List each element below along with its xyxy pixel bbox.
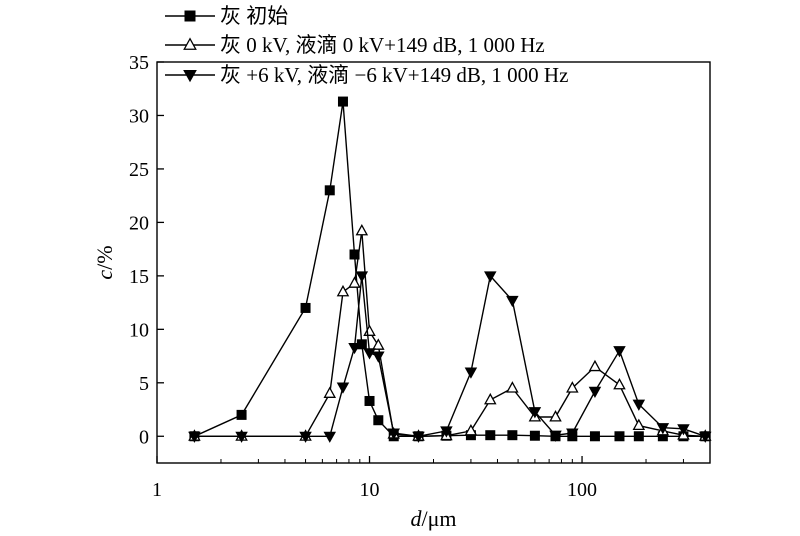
- series-1: [189, 96, 711, 442]
- series-3-point: [549, 430, 562, 442]
- series-2-point: [363, 324, 376, 336]
- series-3-point: [363, 348, 376, 360]
- series-2-line: [194, 230, 706, 438]
- series-3-point: [348, 342, 361, 355]
- series-2-point: [566, 381, 579, 393]
- y-tick-label: 35: [129, 52, 149, 74]
- y-tick-label: 10: [129, 319, 149, 341]
- series-2-point: [588, 359, 602, 372]
- plot-frame: [156, 61, 711, 464]
- legend-label-1: 灰 初始: [220, 4, 288, 28]
- series-1-point: [300, 302, 311, 313]
- series-2-point: [506, 381, 519, 393]
- series-2-point: [613, 377, 626, 390]
- series-1-point: [633, 431, 644, 442]
- series-2-point: [464, 423, 478, 436]
- y-tick-label: 5: [139, 373, 149, 395]
- series-3-point: [387, 428, 400, 440]
- legend: 灰 初始灰 0 kV, 液滴 0 kV+149 dB, 1 000 Hz 灰 +6…: [165, 4, 568, 87]
- series-3-point: [656, 423, 670, 435]
- series-3-point: [566, 428, 579, 440]
- y-axis-unit: /%: [92, 245, 117, 269]
- series-1-point: [507, 430, 518, 441]
- series-1-line: [194, 101, 706, 437]
- series-3-point: [336, 382, 350, 394]
- series-1-point: [614, 431, 625, 442]
- series-1-point: [364, 395, 375, 406]
- series-3: [188, 271, 712, 443]
- series-3-point: [299, 431, 312, 443]
- series-3-point: [677, 424, 690, 436]
- series-3-point: [412, 431, 425, 443]
- y-axis-variable: c: [92, 270, 117, 280]
- x-tick-label: 10: [360, 479, 380, 501]
- legend-marker-3: [183, 70, 197, 83]
- series-layer: [188, 96, 712, 443]
- series-1-point: [373, 415, 384, 426]
- legend-marker-1: [184, 10, 196, 22]
- series-3-point: [464, 367, 478, 379]
- series-1-point: [337, 96, 348, 107]
- series-3-point: [632, 399, 646, 411]
- series-2-point: [336, 284, 350, 297]
- y-tick-label: 0: [139, 426, 149, 448]
- series-3-point: [484, 271, 497, 283]
- series-3-point: [613, 346, 626, 358]
- y-tick-label: 30: [129, 105, 149, 127]
- series-3-point: [528, 407, 542, 419]
- x-tick-label: 1: [152, 479, 162, 501]
- series-3-point: [506, 295, 519, 308]
- x-axis-title: d/μm: [410, 506, 456, 531]
- x-axis-unit: /μm: [421, 506, 456, 531]
- y-axis-title: c/%: [92, 245, 117, 279]
- series-2-point: [484, 392, 497, 405]
- axes: 0 5 10 15 20 25 30 35 1 10 100: [129, 52, 711, 501]
- series-3-point: [323, 431, 337, 443]
- y-tick-label: 15: [129, 266, 149, 288]
- series-2-point: [323, 386, 337, 398]
- series-3-point: [372, 351, 385, 363]
- x-tick-label: 100: [567, 479, 597, 501]
- series-3-point: [235, 431, 248, 443]
- series-2-point: [632, 418, 646, 431]
- series-2-point: [549, 410, 562, 422]
- series-3-point: [355, 271, 369, 283]
- series-2-point: [348, 276, 361, 288]
- series-3-point: [699, 431, 712, 443]
- series-1-point: [529, 430, 540, 441]
- series-2-point: [355, 223, 369, 236]
- series-3-point: [188, 431, 201, 443]
- series-3-point: [440, 426, 453, 438]
- series-1-point: [324, 185, 335, 196]
- series-3-point: [588, 386, 602, 399]
- series-1-point: [589, 431, 600, 442]
- series-1-point: [236, 409, 247, 420]
- legend-label-2: 灰 0 kV, 液滴 0 kV+149 dB, 1 000 Hz: [220, 33, 545, 57]
- y-tick-label: 25: [129, 159, 149, 181]
- legend-marker-2: [183, 37, 197, 50]
- series-1-point: [485, 430, 496, 441]
- series-2-point: [372, 338, 385, 350]
- x-axis-variable: d: [410, 506, 422, 531]
- series-3-line: [194, 274, 706, 438]
- legend-label-3: 灰 +6 kV, 液滴 −6 kV+149 dB, 1 000 Hz: [220, 63, 568, 87]
- series-2: [188, 223, 712, 441]
- y-tick-label: 20: [129, 212, 149, 234]
